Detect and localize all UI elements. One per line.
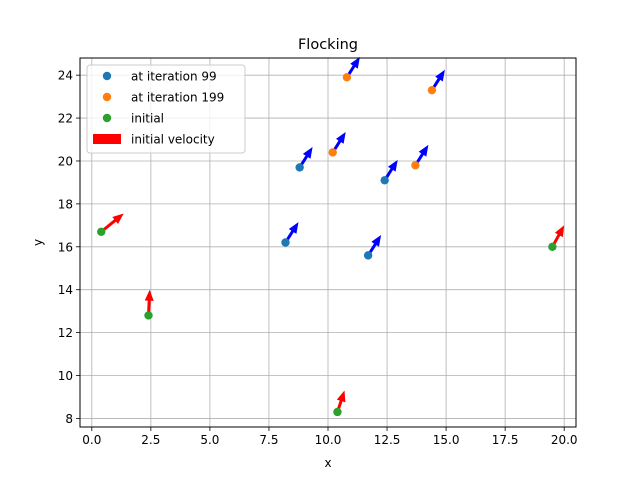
x-axis-ticks: 0.0 2.5 5.0 7.5 10.0 12.5 15.0 17.5 20.0 xyxy=(82,427,578,447)
y-tick-label: 12 xyxy=(58,326,73,340)
data-point xyxy=(328,148,337,157)
data-point xyxy=(411,161,420,170)
data-point xyxy=(295,163,304,172)
plot-frame xyxy=(79,57,577,428)
data-point xyxy=(363,251,373,260)
x-tick-label: 0.0 xyxy=(82,433,101,447)
data-point xyxy=(97,227,106,236)
data-point xyxy=(144,311,153,320)
legend-marker xyxy=(102,92,112,102)
x-tick-label: 5.0 xyxy=(200,433,219,447)
velocity-arrow xyxy=(298,147,313,169)
y-tick-label: 16 xyxy=(58,240,73,254)
legend-label: initial xyxy=(131,112,164,126)
velocity-arrow xyxy=(551,225,565,248)
x-tick-label: 7.5 xyxy=(259,433,278,447)
legend: at iteration 99 at iteration 199 initial in… xyxy=(86,64,246,154)
y-tick-label: 20 xyxy=(58,154,73,168)
velocity-arrow xyxy=(100,213,124,233)
x-tick-label: 20.0 xyxy=(551,433,578,447)
velocity-arrow xyxy=(345,56,360,79)
velocity-arrow xyxy=(331,132,346,154)
legend-marker xyxy=(102,113,112,123)
x-tick-label: 12.5 xyxy=(374,433,401,447)
data-point xyxy=(281,238,290,247)
y-axis-ticks: 8 10 12 14 16 18 20 22 24 xyxy=(58,69,80,426)
velocity-arrow xyxy=(284,222,299,244)
x-tick-label: 15.0 xyxy=(433,433,460,447)
chart-title: Flocking xyxy=(298,37,358,53)
velocity-arrow xyxy=(383,159,398,182)
data-point xyxy=(548,242,557,251)
velocity-arrow xyxy=(336,390,346,413)
legend-label: at iteration 99 xyxy=(131,70,217,84)
y-tick-label: 8 xyxy=(65,412,73,426)
y-tick-label: 22 xyxy=(58,112,73,126)
data-points xyxy=(97,73,557,417)
x-tick-label: 2.5 xyxy=(141,433,160,447)
y-tick-label: 14 xyxy=(58,283,73,297)
velocity-arrows xyxy=(100,56,565,413)
x-axis-label: x xyxy=(324,456,331,470)
y-tick-label: 18 xyxy=(58,197,73,211)
data-point xyxy=(427,85,437,95)
legend-box xyxy=(86,64,246,154)
data-point xyxy=(342,73,352,82)
x-tick-label: 17.5 xyxy=(492,433,519,447)
legend-label: initial velocity xyxy=(131,133,215,147)
data-point xyxy=(380,176,389,185)
legend-marker xyxy=(102,71,112,81)
velocity-arrow xyxy=(144,289,154,316)
x-tick-label: 10.0 xyxy=(315,433,342,447)
velocity-arrow xyxy=(414,144,429,167)
legend-swatch-bar xyxy=(93,134,121,144)
y-tick-label: 10 xyxy=(58,369,73,383)
velocity-arrow xyxy=(366,235,382,257)
y-axis-label: y xyxy=(31,239,45,246)
y-tick-label: 24 xyxy=(58,69,73,83)
velocity-arrow xyxy=(430,69,445,91)
legend-label: at iteration 199 xyxy=(131,91,224,105)
data-point xyxy=(333,407,342,417)
